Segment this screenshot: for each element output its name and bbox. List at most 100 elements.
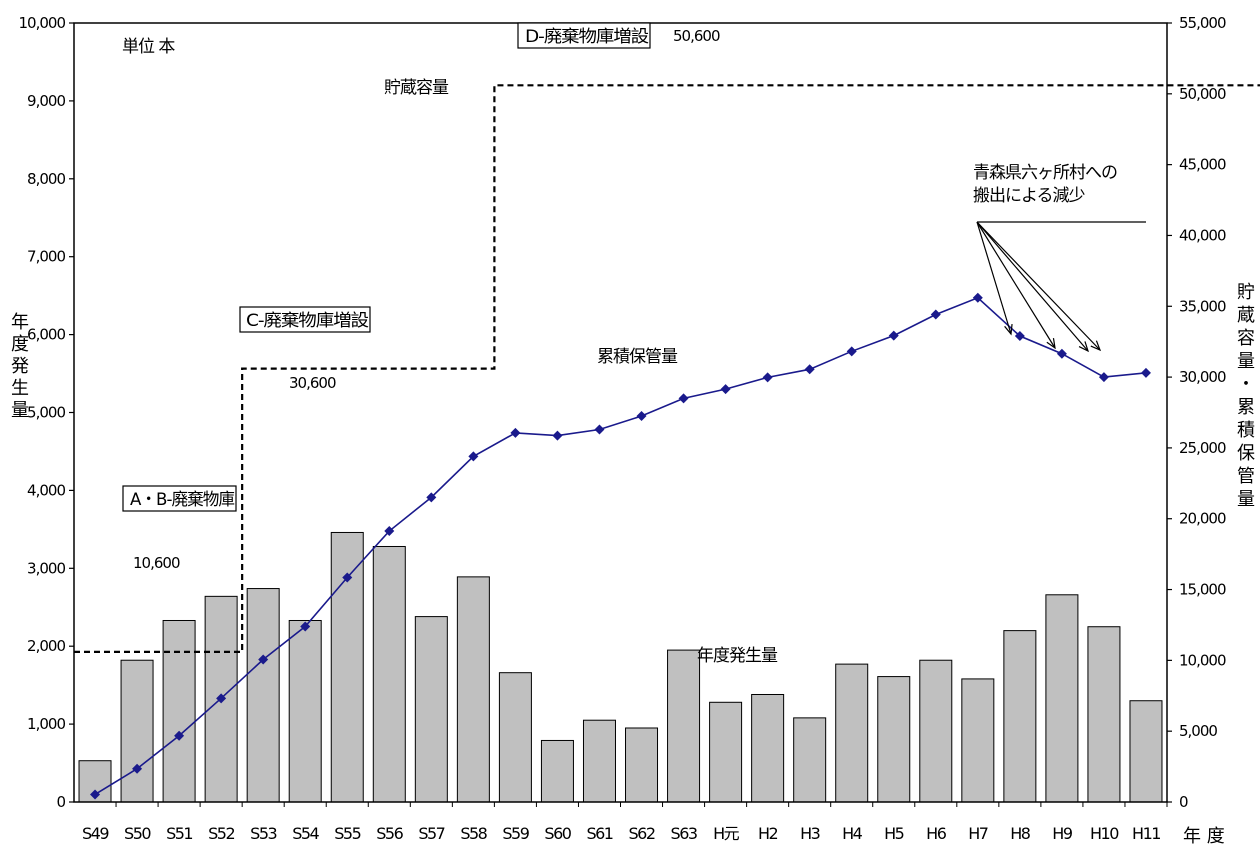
y-right-title-char: 容 <box>1237 328 1255 349</box>
bar <box>246 588 280 803</box>
bar <box>667 649 701 803</box>
y-left-title-char: 量 <box>11 400 29 421</box>
bar <box>709 701 743 803</box>
warehouse-c-box <box>239 306 371 333</box>
unit-label: 単位 本 <box>122 37 175 57</box>
line-point <box>342 572 353 583</box>
arrow-head <box>1090 340 1102 352</box>
x-tick-label: H10 <box>1090 824 1119 843</box>
line-point <box>846 346 857 357</box>
line-point <box>1056 348 1067 359</box>
x-tick-label: S58 <box>460 824 487 843</box>
line-point <box>510 427 521 438</box>
bar <box>582 719 616 803</box>
bar <box>1087 626 1121 803</box>
callout-arrow <box>976 221 1056 349</box>
x-tick-label: S51 <box>166 824 192 843</box>
y-right-tick-label: 5,000 <box>1179 722 1217 740</box>
x-tick-label: S52 <box>208 824 234 843</box>
line-point <box>762 372 773 383</box>
x-tick-label: H5 <box>884 824 904 843</box>
arrow-head <box>1078 341 1090 353</box>
bar <box>414 616 448 803</box>
x-tick-label: S49 <box>82 824 109 843</box>
y-right-tick-label: 10,000 <box>1179 651 1226 669</box>
bar <box>793 717 827 803</box>
x-tick-label: H4 <box>842 824 863 843</box>
rokkasho-label-line1: 青森県六ヶ所村への <box>973 163 1117 183</box>
x-axis-categories: S49 S50 S51 S52 S53 S54 S55 S56 S57 S58 S59 S60 S61 S… <box>82 802 1168 843</box>
y-axis-right-title: 貯蔵容量・累積保管量 <box>1237 282 1255 510</box>
cumulative-line <box>94 296 1147 796</box>
x-tick-label: S62 <box>629 824 655 843</box>
bar <box>498 672 532 803</box>
bar <box>1003 630 1037 803</box>
y-left-tick-label: 1,000 <box>27 715 65 733</box>
arrow-head <box>1004 323 1013 336</box>
y-left-title-char: 生 <box>11 378 29 399</box>
line-point <box>1140 367 1151 378</box>
storage-capacity-label: 貯蔵容量 <box>384 78 449 98</box>
bar <box>1129 700 1163 803</box>
line-point <box>678 393 689 404</box>
y-left-tick-label: 4,000 <box>27 481 65 499</box>
bar <box>625 727 659 803</box>
y-right-title-char: 蔵 <box>1237 305 1255 326</box>
y-right-tick-label: 45,000 <box>1179 156 1226 174</box>
x-tick-label: H11 <box>1132 824 1160 843</box>
y-left-tick-label: 5,000 <box>27 404 65 422</box>
x-tick-label: S55 <box>334 824 360 843</box>
cumulative-label: 累積保管量 <box>597 347 678 367</box>
bar <box>1045 594 1079 803</box>
right-axis: 0 5,000 10,000 15,000 20,000 25,000 30,000 35,0… <box>1167 14 1227 811</box>
y-right-title-char: 量 <box>1237 489 1255 510</box>
y-left-tick-label: 2,000 <box>27 637 65 655</box>
y-right-title-char: 累 <box>1237 397 1255 418</box>
bar <box>961 678 995 803</box>
y-left-title-char: 年 <box>11 312 29 333</box>
y-right-tick-label: 50,000 <box>1179 85 1226 103</box>
storage-capacity-step <box>74 84 1260 653</box>
x-tick-label: H9 <box>1052 824 1073 843</box>
rokkasho-arrows <box>976 221 1102 353</box>
callout-arrow <box>976 221 1012 335</box>
y-right-title-char: 管 <box>1237 466 1255 487</box>
y-left-tick-label: 6,000 <box>27 326 65 344</box>
warehouse-ab-box <box>122 485 237 512</box>
y-axis-left-title: 年度発生量 <box>11 312 29 421</box>
y-right-tick-label: 35,000 <box>1179 297 1226 315</box>
rokkasho-label-line2: 搬出による減少 <box>973 186 1085 206</box>
x-tick-label: S54 <box>292 824 319 843</box>
y-left-tick-label: 8,000 <box>27 170 65 188</box>
x-tick-label: S53 <box>250 824 276 843</box>
line-point <box>300 621 311 632</box>
line-point <box>1014 331 1025 342</box>
x-tick-label: H元 <box>713 824 740 843</box>
x-tick-label: S60 <box>544 824 571 843</box>
y-left-title-char: 度 <box>11 334 29 355</box>
y-right-tick-label: 0 <box>1179 793 1188 811</box>
x-tick-label: S63 <box>671 824 697 843</box>
line-point <box>972 292 983 303</box>
callout-arrow <box>976 221 1101 351</box>
bar <box>372 545 406 803</box>
warehouse-d-capacity: 50,600 <box>673 27 720 45</box>
y-left-tick-label: 3,000 <box>27 559 65 577</box>
y-left-tick-label: 9,000 <box>27 92 65 110</box>
line-point <box>552 430 563 441</box>
bar <box>288 619 322 803</box>
bar <box>456 576 490 803</box>
x-tick-label: H8 <box>1010 824 1031 843</box>
line-point <box>888 330 899 341</box>
plot-area <box>73 22 1168 803</box>
line-series-cumulative <box>90 292 1151 800</box>
x-tick-label: S50 <box>124 824 151 843</box>
line-point <box>384 526 395 537</box>
bar <box>540 739 574 803</box>
line-point <box>426 492 437 503</box>
x-tick-label: S59 <box>502 824 529 843</box>
capacity-step-path <box>74 84 1260 653</box>
warehouse-ab-capacity: 10,600 <box>133 554 180 572</box>
warehouse-d-label: D-廃棄物庫増設 <box>525 27 649 47</box>
